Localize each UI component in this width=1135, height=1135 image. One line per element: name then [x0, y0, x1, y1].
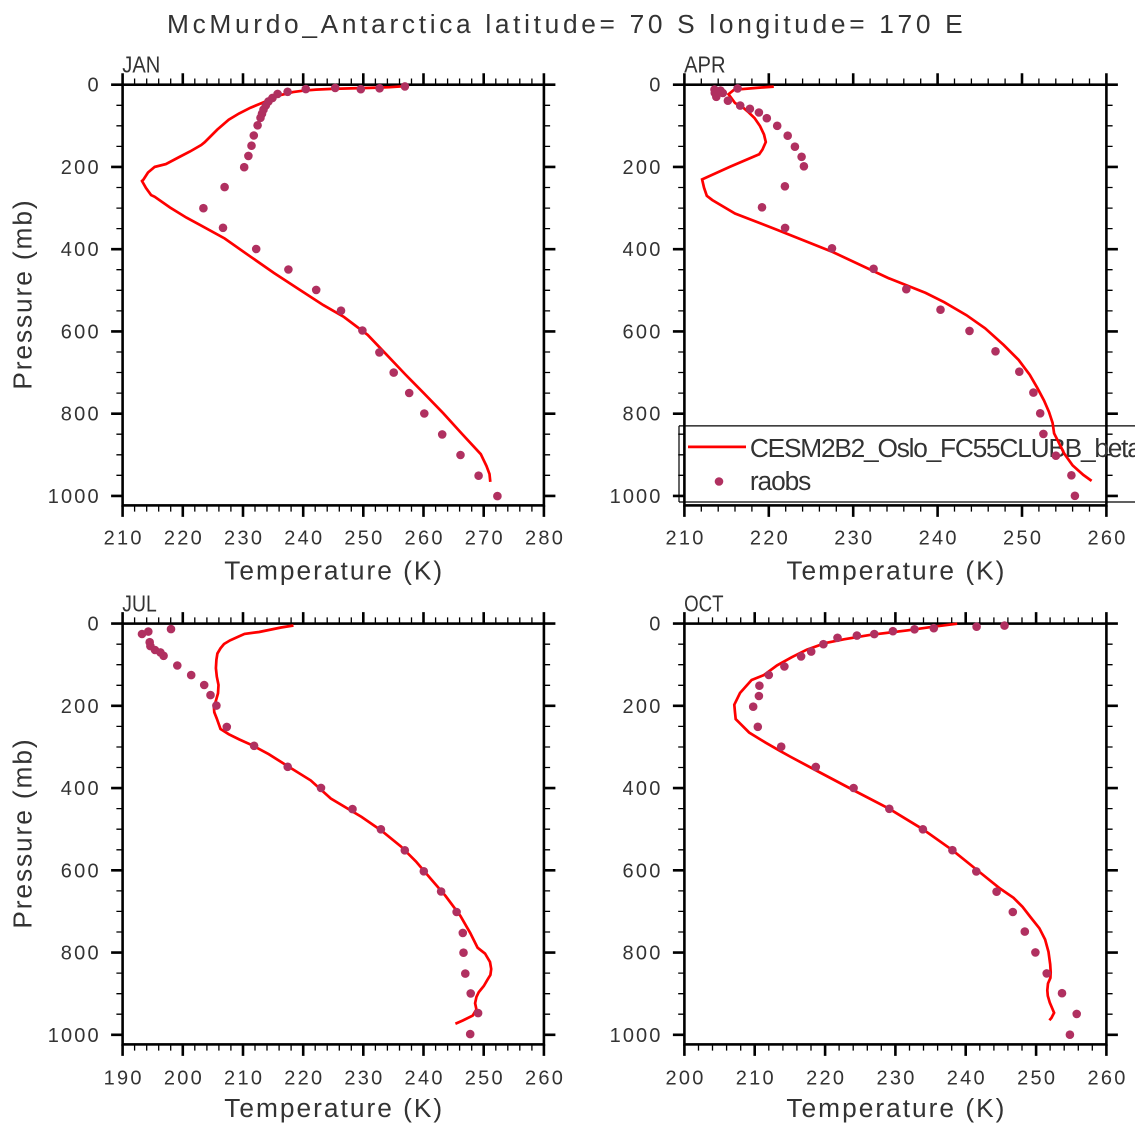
svg-text:200: 200	[61, 157, 99, 179]
svg-text:raobs: raobs	[750, 466, 811, 496]
svg-text:220: 220	[164, 527, 202, 549]
svg-text:210: 210	[104, 527, 142, 549]
svg-text:Pressure (mb): Pressure (mb)	[8, 200, 38, 389]
svg-text:220: 220	[806, 1068, 844, 1090]
svg-text:JAN: JAN	[122, 51, 160, 78]
svg-text:0: 0	[87, 614, 98, 636]
svg-text:800: 800	[61, 943, 99, 965]
svg-text:Temperature (K): Temperature (K)	[224, 556, 442, 586]
svg-text:260: 260	[1087, 1068, 1125, 1090]
svg-text:Temperature (K): Temperature (K)	[786, 1093, 1004, 1123]
svg-text:230: 230	[224, 527, 262, 549]
svg-text:600: 600	[623, 321, 661, 343]
svg-text:600: 600	[623, 860, 661, 882]
svg-text:220: 220	[284, 1068, 322, 1090]
svg-text:800: 800	[623, 943, 661, 965]
svg-text:250: 250	[465, 1068, 503, 1090]
svg-text:400: 400	[61, 778, 99, 800]
svg-text:270: 270	[465, 527, 503, 549]
svg-text:250: 250	[344, 527, 382, 549]
svg-text:240: 240	[947, 1068, 985, 1090]
svg-text:190: 190	[104, 1068, 142, 1090]
svg-text:220: 220	[750, 527, 788, 549]
svg-text:210: 210	[224, 1068, 262, 1090]
svg-text:0: 0	[649, 75, 660, 97]
svg-text:600: 600	[61, 860, 99, 882]
svg-text:JUL: JUL	[122, 591, 156, 617]
svg-text:230: 230	[344, 1068, 382, 1090]
svg-text:260: 260	[525, 1068, 563, 1090]
svg-text:200: 200	[61, 696, 99, 718]
svg-text:600: 600	[61, 321, 99, 343]
svg-text:210: 210	[736, 1068, 774, 1090]
svg-text:Pressure (mb): Pressure (mb)	[8, 739, 38, 928]
svg-text:230: 230	[876, 1068, 914, 1090]
svg-text:400: 400	[623, 778, 661, 800]
svg-text:OCT: OCT	[684, 591, 723, 616]
svg-text:400: 400	[623, 239, 661, 261]
svg-text:250: 250	[1017, 1068, 1055, 1090]
svg-text:260: 260	[405, 527, 443, 549]
svg-text:0: 0	[87, 75, 98, 97]
svg-text:210: 210	[665, 527, 703, 549]
svg-text:240: 240	[919, 527, 957, 549]
svg-text:CESM2B2_Oslo_FC55CLUBB_beta: CESM2B2_Oslo_FC55CLUBB_beta	[750, 433, 1135, 463]
svg-text:240: 240	[284, 527, 322, 549]
svg-text:260: 260	[1087, 527, 1125, 549]
svg-text:800: 800	[61, 404, 99, 426]
svg-text:230: 230	[834, 527, 872, 549]
svg-text:0: 0	[649, 614, 660, 636]
svg-text:200: 200	[623, 696, 661, 718]
svg-text:400: 400	[61, 239, 99, 261]
svg-text:240: 240	[405, 1068, 443, 1090]
svg-text:Temperature (K): Temperature (K)	[224, 1093, 442, 1123]
svg-text:800: 800	[623, 404, 661, 426]
svg-text:250: 250	[1003, 527, 1041, 549]
svg-text:APR: APR	[684, 51, 725, 78]
svg-text:Temperature (K): Temperature (K)	[786, 556, 1004, 586]
svg-text:200: 200	[164, 1068, 202, 1090]
svg-text:280: 280	[525, 527, 563, 549]
svg-text:200: 200	[665, 1068, 703, 1090]
svg-text:McMurdo_Antarctica latitude=: McMurdo_Antarctica latitude= 70 S longit…	[167, 9, 963, 39]
svg-text:200: 200	[623, 157, 661, 179]
